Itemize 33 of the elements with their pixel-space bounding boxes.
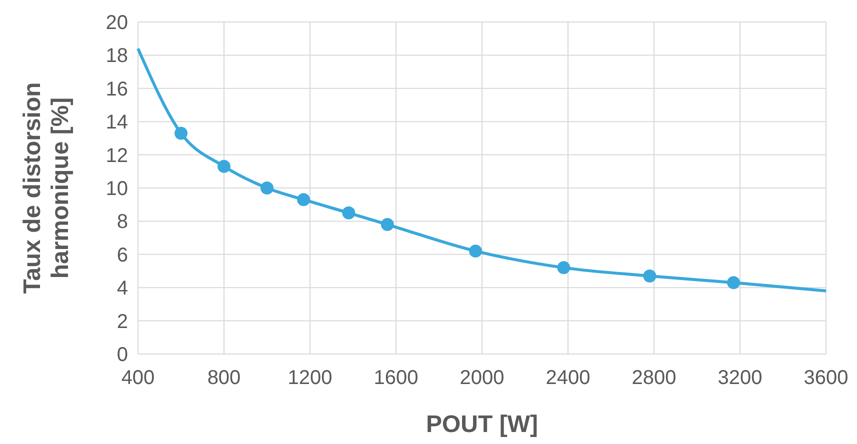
y-tick-label: 20 [106,12,128,34]
y-tick-label: 18 [106,45,128,68]
y-tick-label: 4 [116,278,128,300]
y-tick-label: 16 [106,78,128,100]
point [218,160,230,173]
y-tick-label: 6 [116,244,128,266]
point [727,276,740,290]
x-tick-label: 400 [121,367,155,389]
point [380,218,394,232]
y-tick-label: 12 [106,144,128,167]
y-tick-label: 10 [106,178,128,200]
x-axis-title: POUT [W] [426,411,538,438]
x-tick-label: 1600 [374,367,418,389]
line-series [136,47,828,292]
point [174,126,188,140]
y-axis-title: Taux de distorsion harmonique [%] [19,82,74,294]
x-tick-label: 3600 [804,367,848,389]
point [297,193,310,206]
x-tick-label: 1200 [288,367,332,389]
point [557,261,570,274]
y-tick-label: 8 [116,211,128,234]
point [469,244,482,258]
point [260,182,274,194]
x-tick-label: 800 [207,367,241,389]
x-tick-label: 2800 [632,367,676,389]
y-tick-label: 14 [106,112,128,134]
point [342,206,356,220]
x-tick-label: 2000 [460,367,504,389]
x-tick-label: 3200 [718,367,762,389]
y-tick-label: 2 [116,310,128,333]
point [643,269,656,282]
x-tick-label: 2400 [546,367,590,389]
y-tick-label: 0 [116,344,128,366]
